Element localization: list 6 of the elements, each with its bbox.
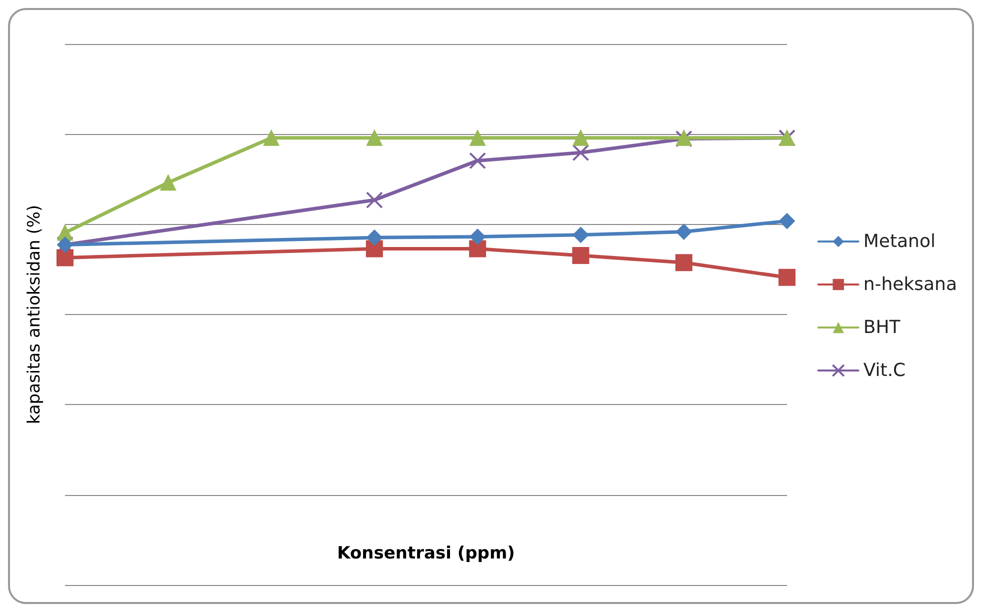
x-axis-title: Konsentrasi (ppm) xyxy=(337,544,515,564)
legend-label: n-heksana xyxy=(863,274,957,295)
legend-label: Metanol xyxy=(863,231,936,252)
legend-label: Vit.C xyxy=(863,360,906,381)
legend-label: BHT xyxy=(863,317,902,338)
y-axis-title: kapasitas antioksidan (%) xyxy=(24,204,44,424)
